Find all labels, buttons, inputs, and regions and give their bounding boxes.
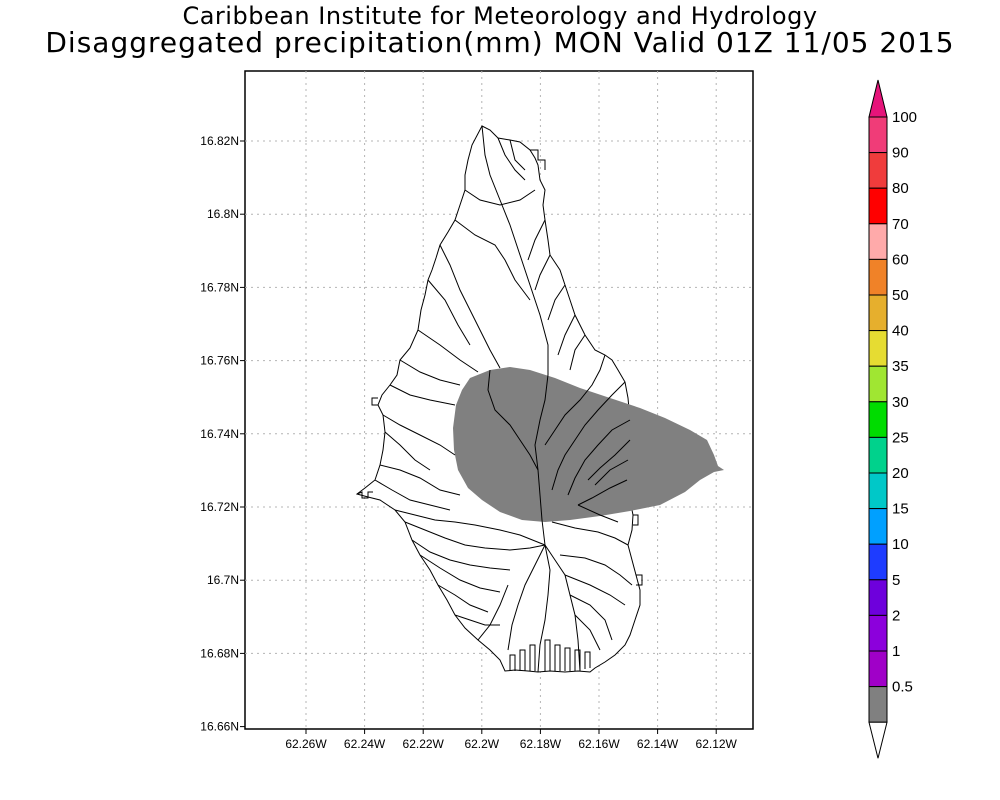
colorbar-segment: [868, 365, 888, 403]
colorbar-label: 20: [892, 465, 909, 482]
colorbar-segment: [868, 152, 888, 189]
colorbar-label: 80: [892, 180, 909, 197]
precip-area-0.5-1mm: [453, 367, 724, 522]
colorbar-segment: [868, 614, 888, 652]
colorbar-segment: [868, 294, 888, 332]
lon-label: 62.24W: [344, 737, 386, 751]
colorbar-label: 50: [892, 287, 909, 304]
colorbar-segment: [868, 401, 888, 438]
colorbar-label: 70: [892, 216, 909, 233]
chart-title: Caribbean Institute for Meteorology and …: [182, 2, 818, 30]
colorbar-label: 5: [892, 572, 900, 589]
lon-label: 62.26W: [285, 737, 327, 751]
map-panel: [244, 70, 754, 730]
colorbar-label: 0.5: [892, 679, 913, 696]
colorbar-top-arrow: [868, 79, 888, 118]
colorbar-segment: [868, 686, 888, 723]
lon-label: 62.22W: [403, 737, 445, 751]
colorbar-segment: [868, 116, 888, 154]
lat-label: 16.7N: [207, 573, 239, 587]
colorbar-label: 40: [892, 323, 909, 340]
colorbar-segment: [868, 543, 888, 581]
colorbar-label: 100: [892, 109, 917, 126]
colorbar-segment: [868, 508, 888, 545]
lon-label: 62.18W: [520, 737, 562, 751]
colorbar-segment: [868, 579, 888, 616]
colorbar-label: 15: [892, 501, 909, 518]
lon-label: 62.16W: [578, 737, 620, 751]
colorbar-label: 35: [892, 358, 909, 375]
lat-label: 16.72N: [200, 500, 239, 514]
colorbar-segment: [868, 472, 888, 510]
colorbar-segment: [868, 223, 888, 260]
lon-label: 62.2W: [464, 737, 499, 751]
lon-label: 62.12W: [696, 737, 738, 751]
latitude-labels: 16.82N 16.8N 16.78N 16.76N 16.74N 16.72N 16.7N…: [200, 134, 245, 734]
colorbar-label: 2: [892, 607, 900, 624]
colorbar-label: 30: [892, 394, 909, 411]
lat-label: 16.78N: [200, 280, 239, 294]
colorbar-label: 10: [892, 536, 909, 553]
colorbar-segment: [868, 436, 888, 474]
lat-label: 16.68N: [200, 646, 239, 660]
colorbar: 100 90 80 70 60 50 40 35 30 25 20 15 10 5 2 1 0.5: [868, 79, 917, 759]
colorbar-segment: [868, 187, 888, 225]
colorbar-segment: [868, 330, 888, 367]
colorbar-bottom-arrow: [868, 721, 888, 759]
colorbar-label: 60: [892, 251, 909, 268]
longitude-labels: 62.26W 62.24W 62.22W 62.2W 62.18W 62.16W 62.14…: [285, 729, 738, 751]
lon-label: 62.14W: [637, 737, 679, 751]
catchment-lines: [374, 125, 633, 673]
colorbar-label: 25: [892, 429, 909, 446]
lat-label: 16.82N: [200, 134, 239, 148]
lat-label: 16.76N: [200, 354, 239, 368]
coastline-cells: [356, 149, 643, 671]
chart-subtitle: Disaggregated precipitation(mm) MON Vali…: [45, 26, 955, 59]
lat-label: 16.66N: [200, 720, 239, 734]
colorbar-label: 90: [892, 145, 909, 162]
lat-label: 16.74N: [200, 427, 239, 441]
colorbar-segment: [868, 258, 888, 296]
lat-label: 16.8N: [207, 207, 239, 221]
colorbar-label: 1: [892, 643, 900, 660]
colorbar-segment: [868, 650, 888, 688]
